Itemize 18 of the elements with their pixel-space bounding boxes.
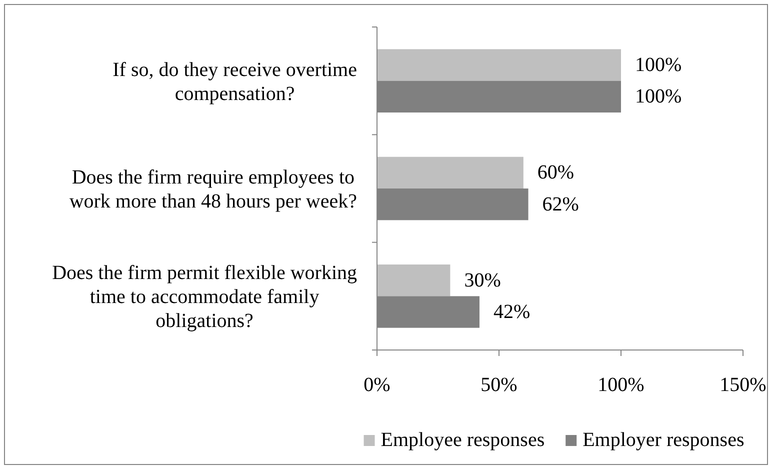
data-label: 42% [493,300,530,323]
legend-label: Employee responses [380,429,545,451]
data-label: 62% [542,193,579,216]
x-tick-label: 50% [480,374,518,396]
y-tick-label: Does the firm permit flexible working time to accommodate family obligations? [52,262,357,332]
data-label: 60% [537,162,574,184]
bar [377,49,621,81]
data-label: 30% [464,269,501,292]
bar [377,264,450,296]
legend-label: Employer responses [582,429,744,451]
data-label: 100% [635,86,682,108]
x-tick-label: 100% [598,374,644,396]
y-tick-label: If so, do they receive overtime compensation? [112,58,358,105]
bar [377,156,524,188]
x-tick-label: 0% [364,374,390,396]
x-tick-label: 150% [720,374,766,396]
data-label: 100% [635,54,682,76]
y-tick-label: Does the firm require employees to work more than 48 hours per week? [69,166,358,212]
